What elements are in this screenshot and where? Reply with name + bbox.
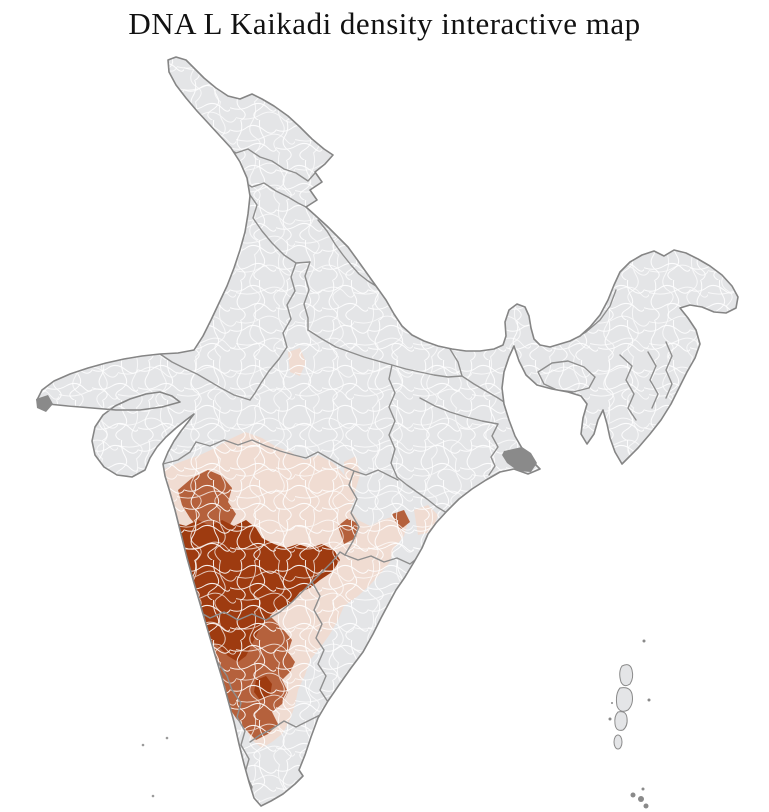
state-border-line xyxy=(388,364,398,478)
state-border-line xyxy=(249,713,323,743)
island-dot xyxy=(611,702,613,704)
island-dot xyxy=(647,698,651,702)
state-border-line xyxy=(488,423,499,476)
lakshadweep-islands[interactable] xyxy=(141,736,169,798)
island-dot xyxy=(642,639,646,643)
district-borders-mesh-2 xyxy=(37,57,738,806)
state-border-line xyxy=(239,179,307,208)
region-medium-konkan[interactable] xyxy=(148,492,172,528)
state-border-line xyxy=(344,470,360,556)
state-border-line xyxy=(419,397,499,425)
state-border-line xyxy=(195,439,399,481)
little-andaman-island[interactable] xyxy=(613,734,623,750)
andaman-island[interactable] xyxy=(614,711,628,731)
lakshadweep-dot xyxy=(151,794,155,798)
nicobar-island-dot xyxy=(638,796,644,802)
state-border-line xyxy=(344,554,421,565)
state-border-line xyxy=(665,341,673,399)
lakshadweep-dot xyxy=(141,743,145,747)
island-dot xyxy=(608,717,612,721)
map-title: DNA L Kaikadi density interactive map xyxy=(128,6,641,41)
state-border-line xyxy=(396,476,448,514)
state-border-line xyxy=(461,375,508,405)
state-border-line xyxy=(307,329,463,378)
sundarbans-patch xyxy=(502,447,537,472)
lakshadweep-dot xyxy=(165,736,169,740)
water-marsh-patches xyxy=(36,395,537,472)
state-border-line xyxy=(159,353,251,401)
state-border-line xyxy=(249,262,297,401)
nicobar-island-dot xyxy=(630,792,636,798)
state-border-line xyxy=(223,145,317,182)
state-border-line xyxy=(247,191,311,264)
andaman-island[interactable] xyxy=(619,664,634,687)
nicobar-island-dot xyxy=(641,787,645,791)
state-border-line xyxy=(303,261,311,331)
state-border-line xyxy=(162,441,197,465)
kutch-coast-patch xyxy=(36,395,53,412)
state-border-line xyxy=(311,581,329,715)
andaman-island[interactable] xyxy=(615,687,633,712)
state-border-line xyxy=(647,351,659,409)
nicobar-island-dot xyxy=(643,803,649,809)
andaman-nicobar-islands[interactable] xyxy=(608,639,651,809)
state-border-line xyxy=(317,219,377,287)
state-border-line xyxy=(537,360,596,393)
state-border-line xyxy=(619,354,637,421)
